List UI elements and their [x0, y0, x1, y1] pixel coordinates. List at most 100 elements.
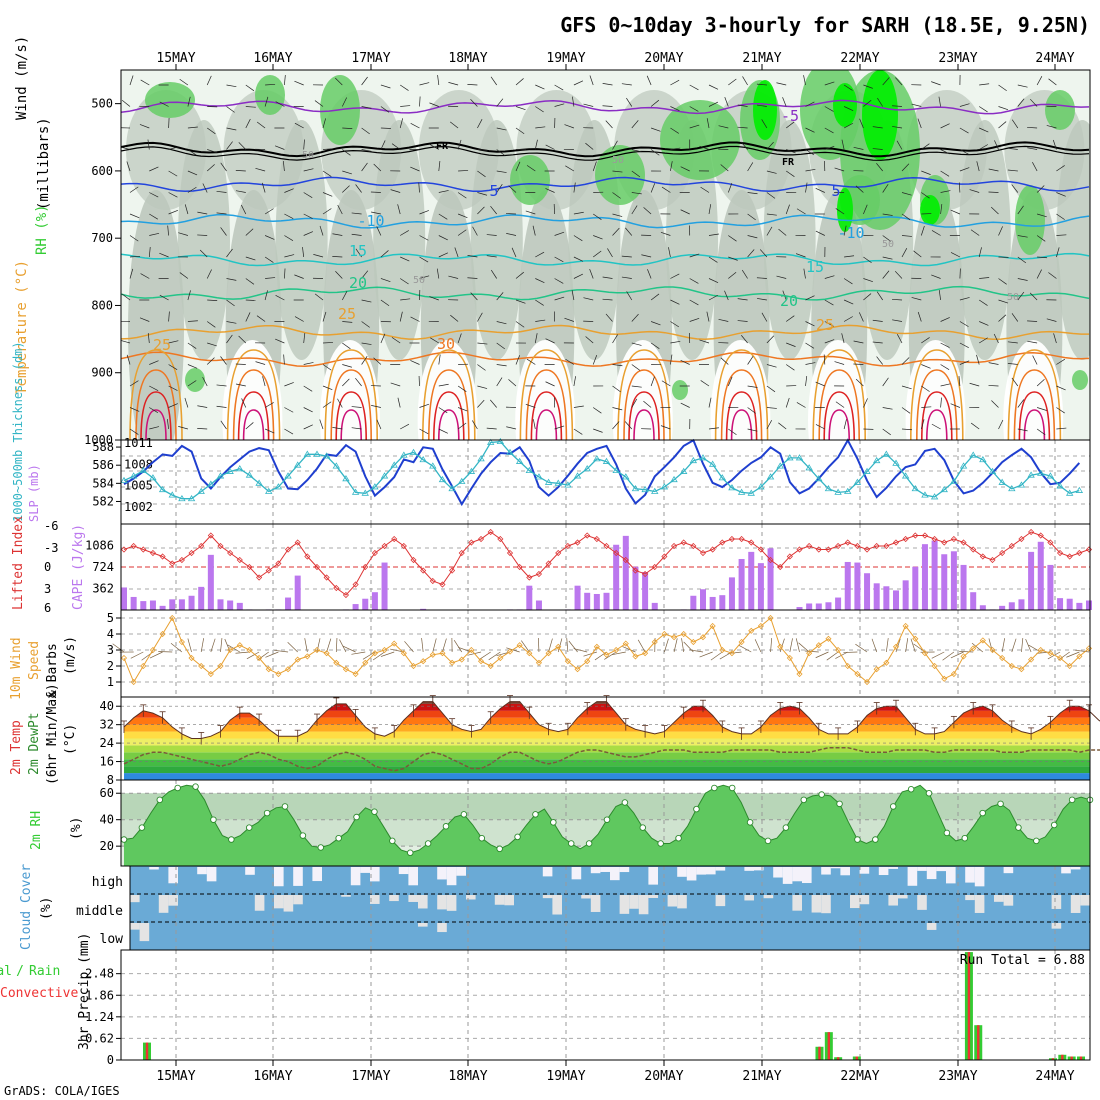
cloud-gap-cell	[398, 867, 409, 875]
lifted-index-marker	[333, 584, 340, 592]
axis-tick-label: 16	[100, 755, 114, 769]
contour-label: -10	[357, 212, 384, 230]
thickness-marker	[255, 479, 263, 486]
cape-bar	[371, 592, 378, 610]
cape-bar	[854, 562, 861, 610]
lifted-index-marker	[950, 535, 957, 543]
cape-bar	[227, 600, 234, 610]
date-label-top: 23MAY	[938, 51, 977, 66]
thickness-marker	[786, 454, 794, 461]
wind10m-line	[123, 616, 1090, 684]
wind10m-marker	[757, 622, 764, 630]
cloud-gap-cell	[1051, 923, 1062, 929]
precip-convective-bar	[977, 1025, 980, 1060]
wind10m-marker	[130, 678, 137, 686]
wind10m-barb	[421, 638, 424, 653]
cape-bar	[1037, 541, 1044, 610]
wind10m-marker	[835, 646, 842, 654]
wind10m-barb	[798, 642, 810, 653]
date-label-bottom: 24MAY	[1035, 1069, 1074, 1084]
axis-tick-label: 2	[107, 659, 114, 673]
axis-tick-label: 4	[107, 627, 114, 641]
wind10m-barb	[351, 651, 366, 655]
cloud-gap-cell	[917, 867, 927, 871]
thickness-line	[123, 440, 1080, 500]
lifted-index-marker	[613, 549, 620, 557]
thickness-marker	[930, 493, 939, 500]
cape-bar	[931, 540, 938, 610]
date-label-top: 21MAY	[742, 51, 781, 66]
slp-tick: 1002	[124, 500, 153, 514]
wind10m-marker	[642, 650, 649, 657]
cape-bar	[700, 589, 706, 610]
cape-bar	[1028, 551, 1035, 610]
temp2m-ylabel-4: (°C)	[63, 724, 78, 755]
slp-thickness-panel: 582 584 586 588 1002 1005 1008 1011 1000~500mb …	[11, 341, 1091, 525]
cloud-gap-cell	[667, 895, 678, 907]
cape-ylabel: Lifted Index CAPE (J/kg)	[11, 516, 86, 610]
wind10m-barb	[304, 638, 308, 653]
cloud-gap-cell	[648, 867, 658, 885]
cloud-gap-cell	[168, 895, 178, 906]
cloud-gap-cell	[408, 895, 418, 902]
wind10m-barb	[220, 638, 223, 653]
temp-contour	[121, 213, 1090, 229]
contour-label: 5	[831, 182, 840, 200]
cloud-gap-cell	[130, 923, 140, 930]
thickness-marker	[129, 472, 138, 479]
wind10m-marker	[796, 670, 803, 678]
wind10m-barb	[583, 651, 597, 657]
wind10m-marker	[458, 656, 465, 663]
axis-tick-label: 1.24	[85, 1010, 114, 1024]
lifted-index-marker	[835, 542, 842, 550]
lifted-index-marker	[487, 528, 494, 536]
rh2m-ylabel-1: 2m RH	[29, 811, 44, 850]
wind10m-ylabel-1: 10m Wind	[9, 637, 24, 700]
lifted-index-marker	[960, 539, 967, 546]
cloud-gap-cell	[1070, 895, 1081, 913]
cape-bar	[835, 597, 842, 610]
slp-ylabel: 1000~500mb Thickness (dm) SLP (mb)	[11, 341, 41, 522]
thickness-marker	[303, 450, 312, 457]
wind10m-marker	[1066, 662, 1073, 670]
lifted-index-marker	[130, 542, 137, 550]
thickness-marker	[728, 484, 736, 491]
rh2m-marker	[442, 823, 450, 830]
wind10m-barb	[442, 638, 447, 653]
axis-tick-label: 5	[107, 611, 114, 625]
wind10m-barb	[372, 651, 385, 661]
lifted-index-marker	[140, 546, 147, 553]
temp2m-ylabel-3: (6hr Min/Max)	[45, 683, 60, 785]
rh2m-marker	[424, 840, 432, 847]
date-label-bottom: 20MAY	[644, 1069, 683, 1084]
thickness-marker	[1037, 469, 1045, 476]
cloud-gap-cell	[744, 895, 754, 901]
lifted-index-marker	[748, 539, 755, 546]
wind10m-marker	[593, 643, 600, 650]
cloud-gap-cell	[821, 895, 831, 914]
cape-bar	[921, 544, 928, 610]
cape-bar	[603, 592, 610, 610]
contour-label: 5	[489, 182, 498, 200]
rh2m-marker	[1068, 796, 1076, 804]
lifted-index-marker	[1056, 549, 1064, 557]
thickness-marker	[699, 454, 707, 461]
lifted-index-marker	[207, 532, 214, 539]
axis-tick-label: 3	[107, 643, 114, 657]
rh2m-area	[124, 785, 1090, 866]
rh-label: 50	[612, 155, 624, 166]
rh2m-marker	[263, 809, 271, 817]
wind10m-marker	[931, 662, 938, 670]
cape-bar	[1066, 598, 1073, 610]
wind10m-barb	[931, 651, 945, 659]
cloud-gap-cell	[590, 867, 601, 874]
wind10m-barb	[770, 638, 773, 653]
precip-convective-bar	[1079, 1056, 1083, 1060]
cloud-gap-cell	[696, 867, 706, 875]
thickness-marker	[1075, 486, 1084, 493]
wind10m-marker	[989, 646, 996, 654]
wind10m-barb	[566, 638, 569, 653]
cloud-cover-cells	[130, 866, 1090, 950]
thickness-marker	[573, 472, 582, 479]
axis-tick-label: 2.48	[85, 967, 114, 981]
